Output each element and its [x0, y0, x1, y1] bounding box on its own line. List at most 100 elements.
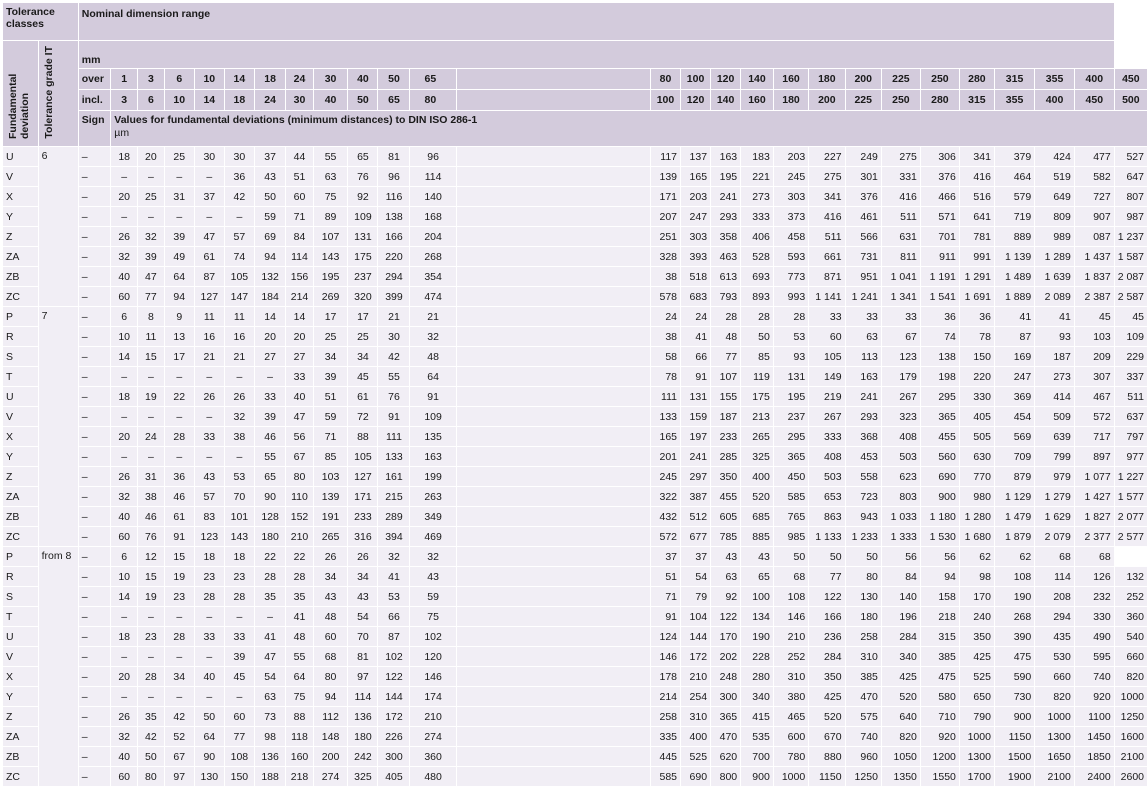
value-cell: –	[137, 686, 165, 707]
value-cell: 477	[1073, 146, 1115, 167]
value-cell: 18	[110, 386, 139, 407]
value-cell: 1500	[993, 746, 1036, 767]
value-cell: 368	[844, 426, 882, 447]
incl-value: 450	[1073, 89, 1115, 111]
table-row: Y – – – – – –63 75 94 114 144 174 214 254 300 340 380 425…	[2, 686, 1148, 707]
sign-cell: –	[77, 346, 112, 367]
deviation-cell: V	[2, 406, 39, 427]
table-row: U –18 19 22 26 26 33 40 51 61 76 91 111 131 155 175 195 2…	[2, 386, 1148, 407]
value-cell: 130	[844, 586, 882, 607]
value-cell: 130	[193, 766, 225, 787]
value-cell: 70	[347, 626, 379, 647]
value-cell: 114	[1034, 566, 1075, 587]
value-cell: 138	[919, 346, 960, 367]
value-cell: 1 837	[1073, 266, 1115, 287]
value-cell: 10	[110, 326, 139, 347]
value-cell: 60	[808, 326, 846, 347]
over-value: 225	[880, 68, 921, 90]
gap-cell	[455, 666, 651, 687]
value-cell: 32	[409, 546, 457, 567]
value-cell: 105	[808, 346, 846, 367]
sign-cell: –	[77, 586, 112, 607]
value-cell: 770	[958, 466, 995, 487]
value-cell: 1150	[808, 766, 846, 787]
value-cell: 94	[919, 566, 960, 587]
value-cell: 80	[312, 666, 349, 687]
value-cell: 911	[919, 246, 960, 267]
value-cell: 55	[312, 146, 349, 167]
value-cell: 42	[163, 706, 195, 727]
value-cell: 60	[223, 706, 255, 727]
value-cell: 144	[377, 686, 411, 707]
value-cell: 190	[993, 586, 1036, 607]
value-cell: 210	[772, 626, 810, 647]
value-cell: 81	[347, 646, 379, 667]
value-cell: 647	[1113, 166, 1148, 187]
table-row: ZC –60 76 91 123 143 180 210 265 316 394 469 572 677 7…	[2, 526, 1148, 547]
value-cell: 399	[377, 286, 411, 307]
value-cell: 1 691	[958, 286, 995, 307]
value-cell: 68	[312, 646, 349, 667]
value-cell: 582	[1073, 166, 1115, 187]
value-cell: 133	[649, 406, 682, 427]
value-cell: 20	[253, 326, 287, 347]
value-cell: 785	[710, 526, 742, 547]
value-cell: 519	[1034, 166, 1075, 187]
value-cell: 25	[312, 326, 349, 347]
table-row: ZB –40 46 61 83 101 128 152 191 233 289 349 432 512 60…	[2, 506, 1148, 527]
over-value: 315	[993, 68, 1036, 90]
value-cell: 23	[163, 586, 195, 607]
value-cell: 150	[223, 766, 255, 787]
gap-cell	[455, 646, 651, 667]
value-cell: 415	[740, 706, 774, 727]
value-cell: –	[110, 166, 139, 187]
sign-cell: –	[77, 446, 112, 467]
value-cell: 660	[1034, 666, 1075, 687]
value-cell: 50	[137, 746, 165, 767]
value-cell: 74	[223, 246, 255, 267]
value-cell: 108	[993, 566, 1036, 587]
value-cell: 24	[680, 306, 712, 327]
value-cell: 585	[772, 486, 810, 507]
value-cell: 709	[993, 446, 1036, 467]
value-cell: 178	[649, 666, 682, 687]
value-cell: 18	[110, 146, 139, 167]
fundamental-deviation-header: Fundamental deviation	[2, 40, 39, 147]
value-cell: 76	[377, 386, 411, 407]
value-cell: 325	[740, 446, 774, 467]
value-cell: 26	[110, 706, 139, 727]
value-cell: 21	[409, 306, 457, 327]
value-cell: 237	[347, 266, 379, 287]
incl-value: 280	[919, 89, 960, 111]
value-cell: 871	[808, 266, 846, 287]
value-cell: 160	[285, 746, 314, 767]
value-cell: 168	[409, 206, 457, 227]
gap-cell	[455, 346, 651, 367]
value-cell: 226	[377, 726, 411, 747]
value-cell: 300	[710, 686, 742, 707]
value-cell: 637	[1113, 406, 1148, 427]
value-cell: 803	[880, 486, 921, 507]
value-cell: 170	[958, 586, 995, 607]
value-cell: 28	[193, 586, 225, 607]
value-cell: 20	[110, 666, 139, 687]
gap-cell	[455, 426, 651, 447]
value-cell: 89	[312, 206, 349, 227]
value-cell: 295	[919, 386, 960, 407]
value-cell: 416	[958, 166, 995, 187]
value-cell: 59	[312, 406, 349, 427]
value-cell: 505	[958, 426, 995, 447]
value-cell: 390	[993, 626, 1036, 647]
value-cell: 128	[253, 506, 287, 527]
incl-value: 400	[1034, 89, 1075, 111]
value-cell: 480	[409, 766, 457, 787]
value-cell: 575	[844, 706, 882, 727]
deviation-cell: ZB	[2, 506, 39, 527]
value-cell: 47	[193, 226, 225, 247]
value-cell: 265	[740, 426, 774, 447]
value-cell: 39	[253, 406, 287, 427]
value-cell: 432	[649, 506, 682, 527]
value-cell: 38	[649, 326, 682, 347]
value-cell: 294	[1034, 606, 1075, 627]
value-cell: 73	[253, 706, 287, 727]
